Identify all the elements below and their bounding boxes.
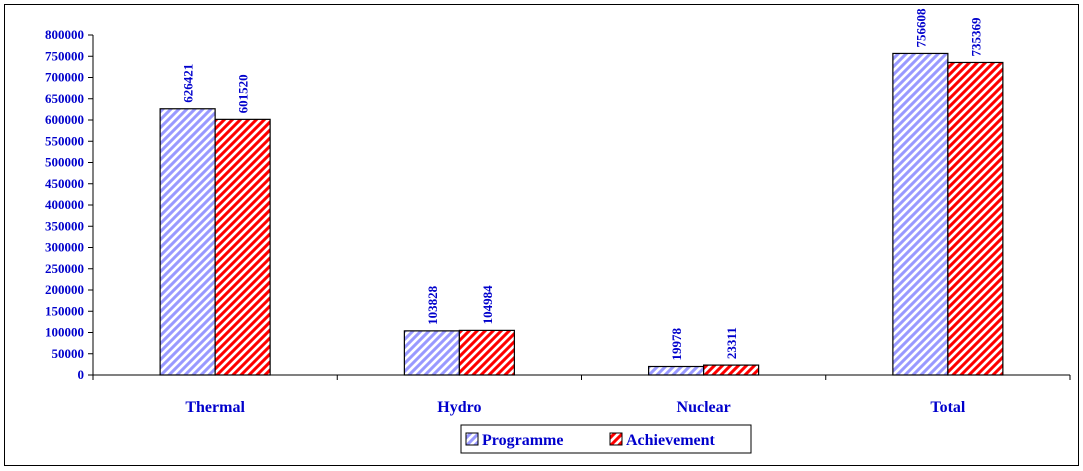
bar-chart: 0 50000 100000 150000 200000 250000 300000 3500… bbox=[4, 4, 1079, 466]
legend-label-achievement: Achievement bbox=[626, 432, 716, 449]
data-label-programme: 19978 bbox=[669, 328, 684, 361]
bar-achievement-thermal bbox=[214, 118, 271, 376]
bar-programme-hydro bbox=[403, 330, 460, 376]
bar-achievement-hydro bbox=[458, 329, 515, 376]
bar-programme-total bbox=[892, 52, 949, 376]
legend-swatch-programme bbox=[465, 432, 479, 446]
y-tick-label: 0 bbox=[78, 367, 85, 382]
legend: Programme Achievement bbox=[460, 424, 752, 454]
y-tick-label: 400000 bbox=[45, 197, 84, 212]
y-tick-label: 450000 bbox=[45, 176, 84, 191]
y-tick-label: 550000 bbox=[45, 133, 84, 148]
legend-box bbox=[460, 424, 752, 454]
data-label-programme: 103828 bbox=[425, 285, 440, 325]
data-label-achievement: 601520 bbox=[236, 74, 251, 113]
y-tick-label: 700000 bbox=[45, 70, 84, 85]
x-category-label: Total bbox=[930, 399, 966, 416]
legend-label-programme: Programme bbox=[482, 432, 563, 449]
data-label-achievement: 104984 bbox=[480, 285, 495, 325]
bar-programme-thermal bbox=[159, 108, 216, 376]
y-tick-label: 300000 bbox=[45, 240, 84, 255]
data-label-programme: 626421 bbox=[181, 64, 196, 103]
y-tick-label: 500000 bbox=[45, 155, 84, 170]
bars bbox=[159, 52, 1004, 376]
y-tick-label: 200000 bbox=[45, 282, 84, 297]
data-labels: 626421 601520 103828 104984 19978 23311 756608… bbox=[181, 8, 984, 361]
chart-frame: 0 50000 100000 150000 200000 250000 300000 3500… bbox=[4, 4, 1079, 466]
bar-achievement-nuclear bbox=[703, 364, 760, 376]
y-tick-label: 750000 bbox=[45, 48, 84, 63]
y-axis: 0 50000 100000 150000 200000 250000 300000 3500… bbox=[45, 27, 94, 382]
y-tick-label: 600000 bbox=[45, 112, 84, 127]
y-tick-label: 350000 bbox=[45, 218, 84, 233]
x-category-label: Hydro bbox=[437, 399, 481, 416]
legend-swatch-achievement bbox=[609, 432, 623, 446]
data-label-achievement: 735369 bbox=[968, 17, 983, 57]
y-tick-label: 50000 bbox=[52, 346, 85, 361]
data-label-achievement: 23311 bbox=[724, 327, 739, 359]
bar-achievement-total bbox=[947, 61, 1004, 376]
data-label-programme: 756608 bbox=[913, 8, 928, 48]
y-tick-label: 250000 bbox=[45, 261, 84, 276]
y-tick-label: 650000 bbox=[45, 91, 84, 106]
bar-programme-nuclear bbox=[648, 365, 705, 376]
x-category-label: Thermal bbox=[185, 399, 245, 416]
x-category-label: Nuclear bbox=[677, 399, 731, 416]
y-tick-label: 800000 bbox=[45, 27, 84, 42]
y-tick-label: 150000 bbox=[45, 303, 84, 318]
y-tick-label: 100000 bbox=[45, 325, 84, 340]
